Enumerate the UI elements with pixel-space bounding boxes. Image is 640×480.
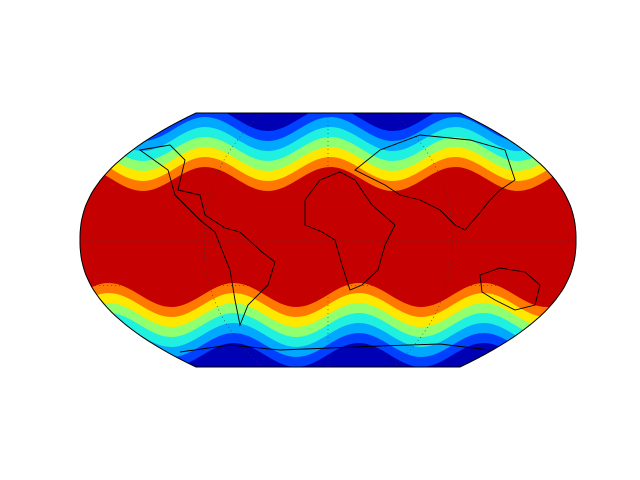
coastlines (138, 134, 541, 353)
europe-africa-coast (304, 171, 396, 291)
antarctica-coast (179, 343, 491, 353)
asia-coast (354, 134, 516, 231)
meridian (203, 113, 263, 367)
graticule (80, 113, 576, 367)
americas-coast (138, 144, 276, 327)
map-boundary (79, 112, 577, 368)
meridian (393, 113, 453, 367)
australia-coast (479, 267, 541, 311)
